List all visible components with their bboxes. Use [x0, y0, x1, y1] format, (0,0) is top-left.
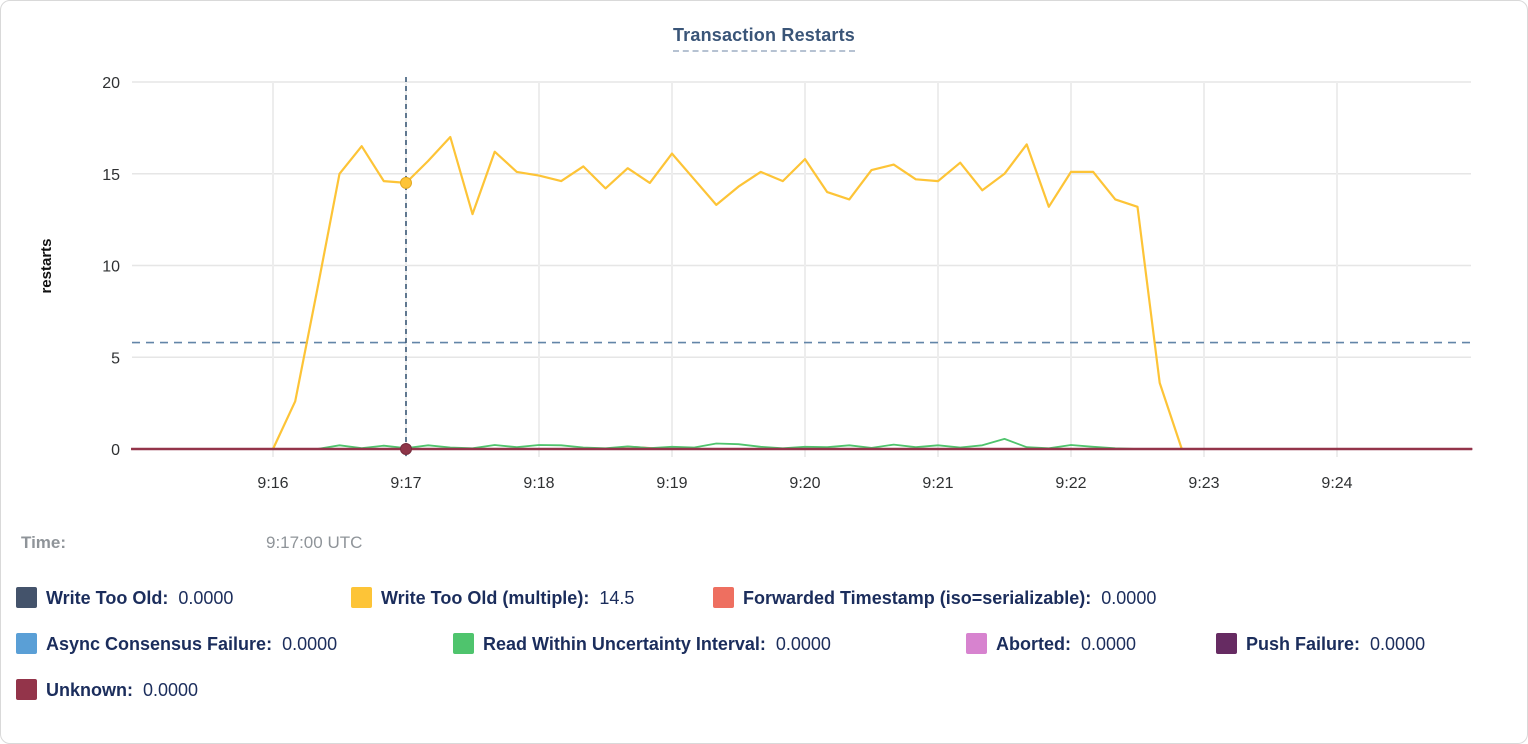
- legend-swatch: [713, 587, 734, 608]
- legend-label: Forwarded Timestamp (iso=serializable):: [743, 588, 1092, 608]
- y-tick-label: 5: [111, 350, 120, 367]
- legend-item-forwarded-timestamp: Forwarded Timestamp (iso=serializable): 0…: [713, 587, 1156, 609]
- legend-item-push-failure: Push Failure: 0.0000: [1216, 633, 1425, 655]
- legend-value: 0.0000: [282, 634, 338, 654]
- legend-label: Push Failure:: [1246, 634, 1361, 654]
- legend-value: 0.0000: [143, 680, 199, 700]
- series-write-too-old-multiple-: [272, 135, 1183, 450]
- legend-swatch: [351, 587, 372, 608]
- legend-item-aborted: Aborted: 0.0000: [966, 633, 1136, 655]
- chart-title-wrap: Transaction Restarts: [1, 25, 1527, 52]
- legend-label: Write Too Old:: [46, 588, 169, 608]
- legend-swatch: [16, 679, 37, 700]
- legend-value: 0.0000: [1081, 634, 1137, 654]
- y-tick-label: 0: [111, 442, 120, 459]
- time-value: 9:17:00 UTC: [266, 533, 363, 552]
- legend-swatch: [1216, 633, 1237, 654]
- legend-label: Async Consensus Failure:: [46, 634, 273, 654]
- legend-item-read-within-uncertainty: Read Within Uncertainty Interval: 0.0000: [453, 633, 831, 655]
- series-read-within-uncertainty-interval: [317, 437, 1138, 450]
- legend-value: 14.5: [599, 588, 635, 608]
- legend-row-3: Unknown: 0.0000: [1, 679, 1527, 705]
- legend-label: Read Within Uncertainty Interval:: [483, 634, 766, 654]
- chart-title[interactable]: Transaction Restarts: [672, 25, 856, 52]
- y-tick-label: 20: [102, 75, 120, 92]
- legend-swatch: [16, 633, 37, 654]
- legend-value: 0.0000: [1370, 634, 1426, 654]
- x-tick-label: 9:22: [1055, 475, 1086, 492]
- legend-item-async-consensus-failure: Async Consensus Failure: 0.0000: [16, 633, 337, 655]
- x-tick-label: 9:21: [922, 475, 953, 492]
- crosshair-dot: [400, 443, 412, 455]
- x-tick-label: 9:23: [1188, 475, 1219, 492]
- legend-value: 0.0000: [775, 634, 831, 654]
- legend-row-2: Async Consensus Failure: 0.0000 Read With…: [1, 633, 1527, 659]
- legend-swatch: [453, 633, 474, 654]
- y-tick-label: 10: [102, 259, 120, 276]
- x-tick-label: 9:19: [656, 475, 687, 492]
- legend-item-write-too-old: Write Too Old: 0.0000: [16, 587, 233, 609]
- time-label: Time:: [21, 533, 67, 552]
- y-tick-label: 15: [102, 167, 120, 184]
- legend-value: 0.0000: [178, 588, 234, 608]
- legend-label: Unknown:: [46, 680, 133, 700]
- crosshair-dot: [400, 176, 412, 189]
- legend-label: Aborted:: [996, 634, 1071, 654]
- legend-row-1: Write Too Old: 0.0000 Write Too Old (mult…: [1, 587, 1527, 613]
- hover-time-row: Time: 9:17:00 UTC: [1, 533, 1527, 557]
- y-axis-label: restarts: [38, 238, 55, 293]
- legend-item-unknown: Unknown: 0.0000: [16, 679, 198, 701]
- legend-item-write-too-old-multiple: Write Too Old (multiple): 14.5: [351, 587, 634, 609]
- x-tick-label: 9:16: [257, 475, 288, 492]
- legend-value: 0.0000: [1101, 588, 1157, 608]
- legend-label: Write Too Old (multiple):: [381, 588, 590, 608]
- x-tick-label: 9:24: [1321, 475, 1352, 492]
- legend-swatch: [16, 587, 37, 608]
- transaction-restarts-chart[interactable]: 0 5 10 15 20 9:16 9:17 9:18 9:19 9:20 9:21 9:22 9:23…: [1, 1, 1528, 521]
- legend-swatch: [966, 633, 987, 654]
- x-tick-label: 9:17: [390, 475, 421, 492]
- x-tick-label: 9:20: [789, 475, 820, 492]
- x-tick-label: 9:18: [523, 475, 554, 492]
